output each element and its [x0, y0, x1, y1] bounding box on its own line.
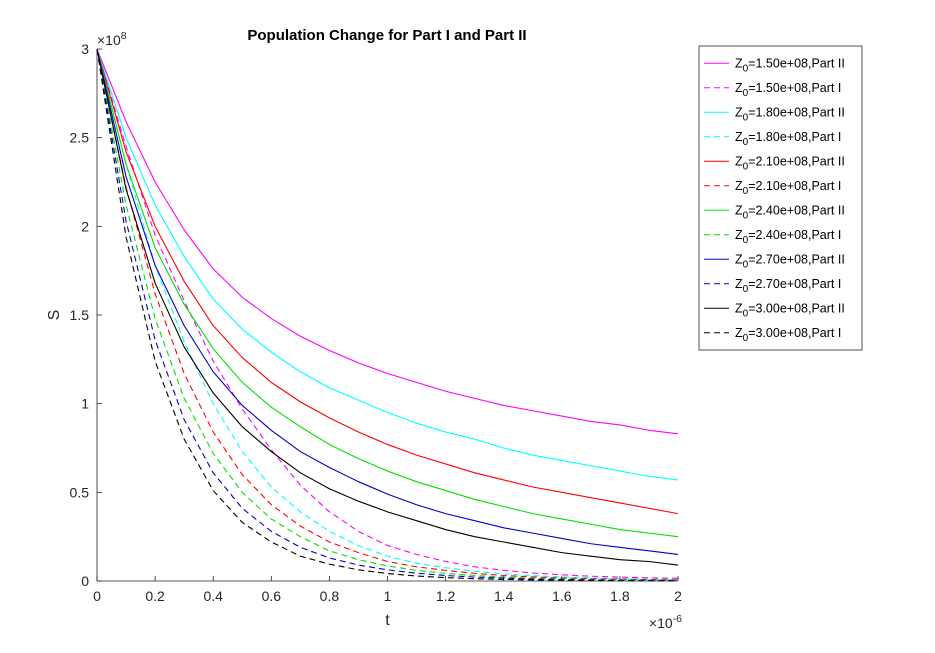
series-line-9: [96, 48, 679, 555]
legend-label-6: Z0=2.10e+08,Part I: [735, 179, 841, 197]
series-line-12: [96, 48, 678, 582]
axes: 0 0.2 0.4 0.6 0.8 1 1.2 1.4 1.6 1.8 2 0 0.5 1 1.5 2 2.5 3…: [46, 30, 682, 631]
legend-label-11: Z0=3.00e+08,Part II: [735, 301, 845, 319]
legend-label-10: Z0=2.70e+08,Part I: [735, 277, 841, 295]
series-line-8: [96, 48, 679, 581]
plot-area: [96, 48, 679, 582]
chart-title: Population Change for Part I and Part II: [247, 27, 526, 44]
x-tick-label: 1: [384, 588, 392, 604]
x-tick-label: 1.4: [494, 588, 514, 604]
x-tick-label: 1.6: [552, 588, 572, 604]
series-line-3: [96, 48, 679, 481]
x-tick-label: 0.4: [203, 588, 223, 604]
legend-label-4: Z0=1.80e+08,Part I: [735, 130, 841, 148]
y-tick-label: 3: [81, 41, 89, 57]
y-tick-label: 1.5: [70, 307, 90, 323]
legend-label-3: Z0=1.80e+08,Part II: [735, 105, 845, 123]
x-tick-label: 0.8: [320, 588, 340, 604]
x-tick-label: 1.2: [436, 588, 456, 604]
series-line-5: [96, 48, 679, 515]
legend-label-9: Z0=2.70e+08,Part II: [735, 252, 845, 270]
y-tick-label: 1: [81, 396, 89, 412]
series-line-6: [96, 48, 679, 581]
legend-box: [698, 45, 863, 351]
legend: Z0=1.50e+08,Part II Z0=1.50e+08,Part I Z0=…: [698, 45, 863, 351]
legend-label-2: Z0=1.50e+08,Part I: [735, 81, 841, 99]
x-exponent-label: ×10-6: [649, 613, 682, 631]
legend-label-7: Z0=2.40e+08,Part II: [735, 203, 845, 221]
x-tick-label: 0.6: [262, 588, 282, 604]
y-exponent-label: ×108: [97, 30, 127, 48]
x-tick-label: 2: [674, 588, 682, 604]
x-axis-label: t: [385, 612, 390, 629]
x-tick-label: 1.8: [610, 588, 630, 604]
series-line-2: [96, 48, 679, 579]
legend-label-12: Z0=3.00e+08,Part I: [735, 326, 841, 344]
legend-label-5: Z0=2.10e+08,Part II: [735, 154, 845, 172]
legend-label-8: Z0=2.40e+08,Part I: [735, 228, 841, 246]
y-axis-label: S: [46, 310, 63, 321]
x-tick-label: 0: [93, 588, 101, 604]
series-line-7: [96, 48, 679, 538]
series-line-10: [96, 48, 679, 582]
y-tick-label: 0.5: [70, 484, 90, 500]
series-line-4: [96, 48, 679, 580]
y-tick-label: 2.5: [70, 130, 90, 146]
x-tick-label: 0.2: [145, 588, 165, 604]
y-tick-label: 2: [81, 218, 89, 234]
legend-label-1: Z0=1.50e+08,Part II: [735, 56, 845, 74]
series-line-1: [96, 48, 679, 435]
series-line-11: [96, 48, 679, 566]
y-tick-label: 0: [81, 573, 89, 589]
